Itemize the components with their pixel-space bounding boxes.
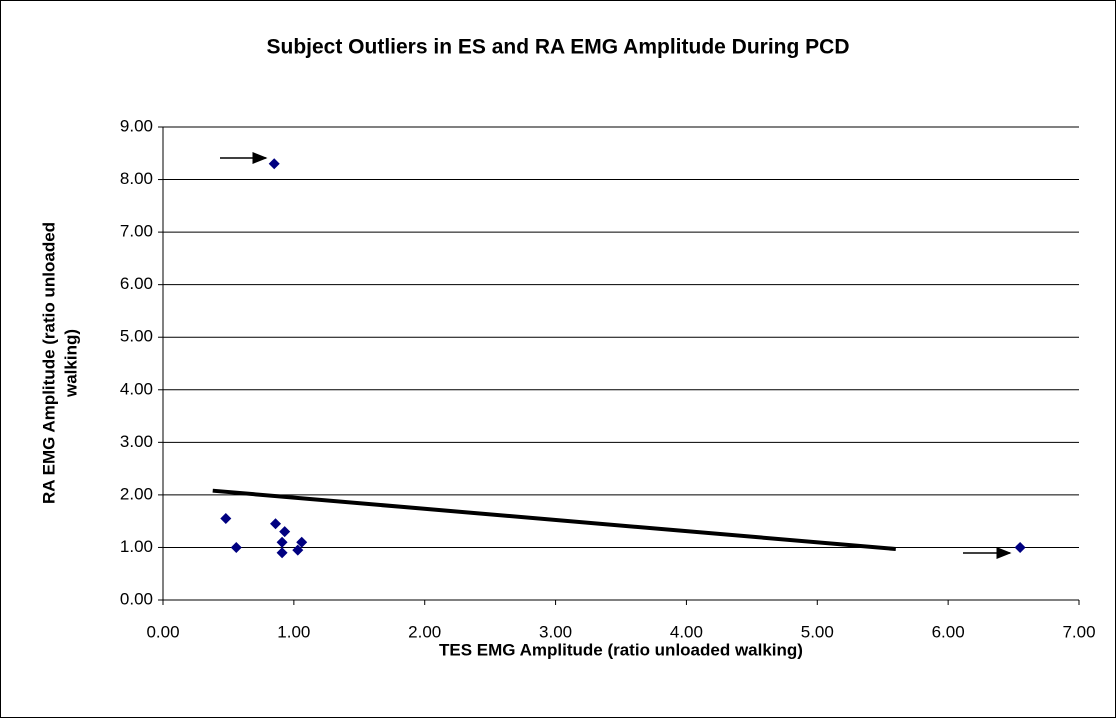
y-tick-label: 3.00 (120, 432, 153, 451)
y-tick-label: 5.00 (120, 327, 153, 346)
y-tick-label: 0.00 (120, 589, 153, 608)
point (1014, 541, 1026, 553)
point (296, 536, 308, 548)
x-tick-label: 3.00 (539, 622, 572, 641)
x-tick-label: 0.00 (146, 622, 179, 641)
point (279, 526, 291, 538)
y-tick-label: 9.00 (120, 116, 153, 135)
y-axis-label: RA EMG Amplitude (ratio unloaded walking… (39, 222, 80, 504)
point (220, 513, 232, 525)
point (270, 518, 282, 530)
point (230, 541, 242, 553)
point (276, 547, 288, 559)
point (276, 536, 288, 548)
chart-title: Subject Outliers in ES and RA EMG Amplit… (267, 36, 850, 59)
x-tick-label: 4.00 (670, 622, 703, 641)
x-tick-label: 1.00 (277, 622, 310, 641)
point (292, 544, 304, 556)
trendline (212, 488, 896, 552)
y-axis-label-line: walking) (61, 329, 80, 398)
x-tick-label: 2.00 (408, 622, 441, 641)
y-tick-label: 8.00 (120, 169, 153, 188)
y-tick-label: 2.00 (120, 484, 153, 503)
y-axis-label-line: RA EMG Amplitude (ratio unloaded (39, 222, 58, 504)
x-tick-label: 6.00 (932, 622, 965, 641)
y-tick-label: 4.00 (120, 379, 153, 398)
y-tick-label: 1.00 (120, 537, 153, 556)
y-tick-label: 6.00 (120, 274, 153, 293)
y-tick-label: 7.00 (120, 222, 153, 241)
x-tick-label: 5.00 (801, 622, 834, 641)
x-tick-label: 7.00 (1062, 622, 1095, 641)
point (268, 158, 280, 170)
x-axis-label: TES EMG Amplitude (ratio unloaded walkin… (439, 640, 803, 659)
